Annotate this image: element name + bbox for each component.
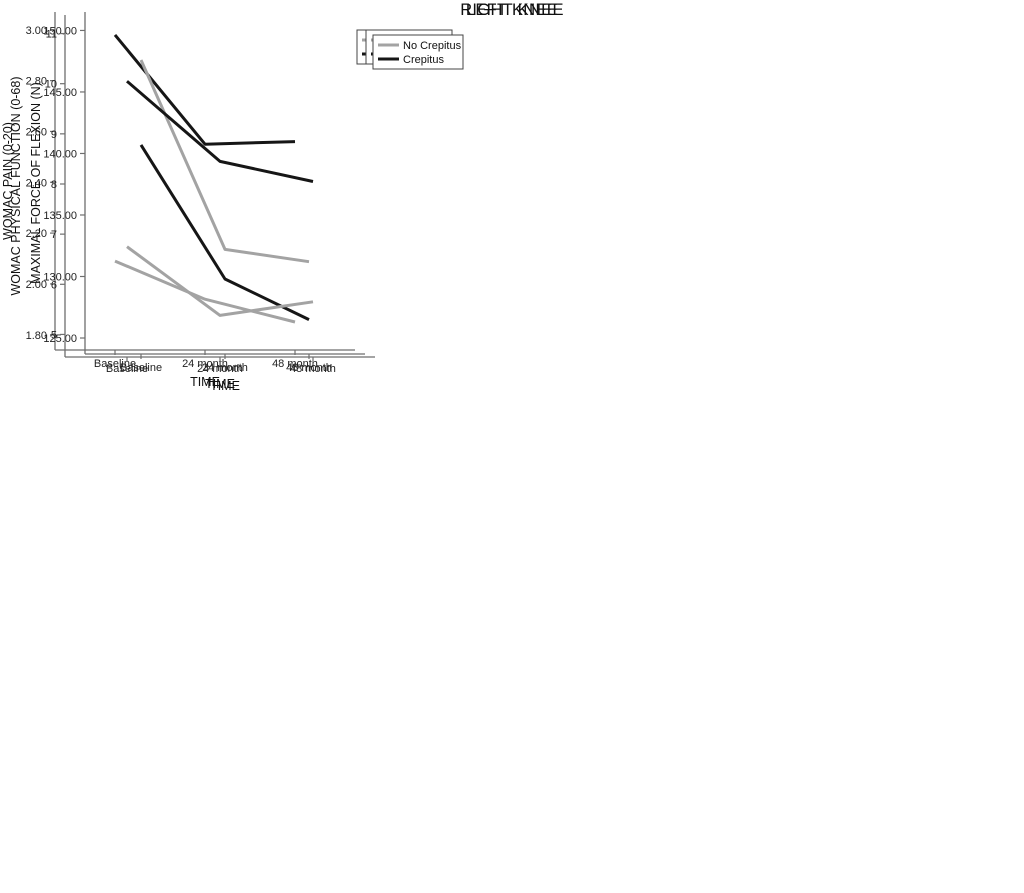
y-tick-label: 1.80: [26, 330, 47, 342]
y-tick-label: 150.00: [43, 25, 77, 37]
left-knee-title: LEFT KNEE: [465, 1, 559, 19]
y-tick-label: 9: [51, 129, 57, 141]
x-tick-label: 48 month: [286, 362, 332, 374]
x-tick-label: 24 month: [182, 358, 228, 370]
y-axis-title: WOMAC PAIN (0-20): [1, 122, 15, 240]
x-axis-title: TIME: [190, 375, 220, 389]
y-tick-label: 130.00: [43, 271, 77, 283]
y-axis-title: WOMAC PHYSICAL FUNCTION (0-68): [9, 76, 23, 295]
x-tick-label: 48 month: [272, 358, 318, 370]
y-tick-label: 7: [51, 229, 57, 241]
y-tick-label: 10: [45, 79, 57, 91]
y-tick-label: 2.40: [26, 177, 47, 189]
series-line-no-crepitus: [114, 259, 296, 324]
legend-box: [372, 34, 464, 70]
y-tick-label: 2.20: [26, 228, 47, 240]
series-line-crepitus: [126, 80, 314, 183]
y-tick-label: 135.00: [43, 210, 77, 222]
x-tick-label: 24 month: [202, 362, 248, 374]
y-tick-label: 8: [51, 179, 57, 191]
x-tick-label: Baseline: [120, 362, 162, 374]
right-knee-title: RIGHT KNEE: [460, 1, 564, 19]
legend-label: Crepitus: [403, 54, 444, 66]
y-tick-label: 145.00: [43, 87, 77, 99]
series-line-no-crepitus: [126, 245, 314, 317]
series-line-no-crepitus: [139, 59, 310, 264]
y-tick-label: 5: [51, 329, 57, 341]
y-tick-label: 11: [46, 29, 57, 41]
y-tick-label: 2.00: [26, 279, 47, 291]
x-axis-title: TIME: [205, 377, 235, 391]
x-tick-label: Baseline: [106, 363, 148, 375]
y-tick-label: 3.00: [26, 25, 47, 37]
x-tick-label: Baseline: [94, 358, 136, 370]
y-tick-label: 6: [51, 279, 57, 291]
y-axis-title: MAXIMAL FORCE OF FLEXION (N): [29, 82, 43, 284]
line-chart-womac-physical-function-left-knee: 5 6 7 8 9 10 11 Baseline 24 month 48 month TIME WOM…: [9, 15, 464, 391]
x-axis-title: TIME: [210, 379, 240, 393]
x-tick-label: 48 month: [290, 363, 336, 375]
y-tick-label: 2.60: [26, 126, 47, 138]
y-tick-label: 140.00: [43, 148, 77, 160]
x-tick-label: 24 month: [197, 363, 243, 375]
legend-label: No Crepitus: [403, 40, 462, 52]
y-tick-label: 2.80: [26, 76, 47, 88]
y-tick-label: 125.00: [43, 333, 77, 345]
